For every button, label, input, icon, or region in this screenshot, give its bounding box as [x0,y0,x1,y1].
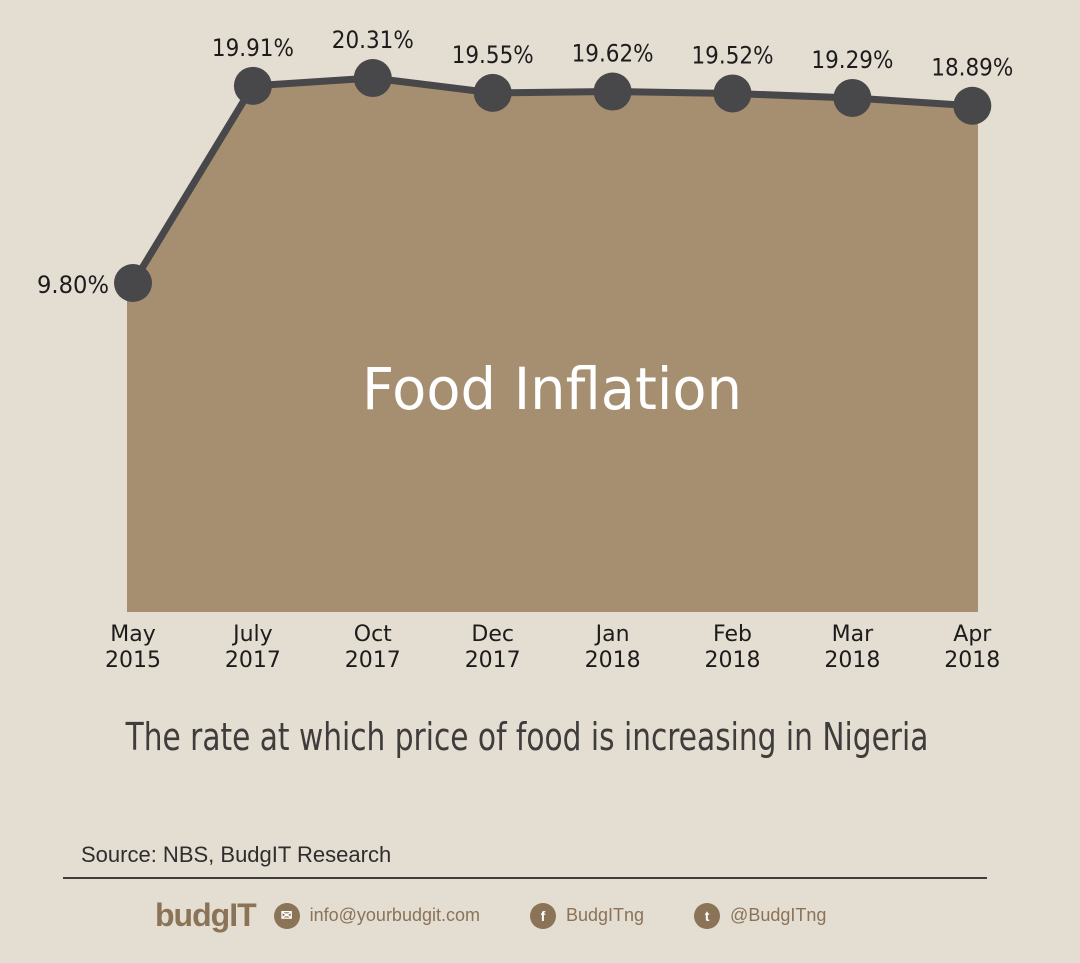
data-label: 19.55% [452,41,534,69]
food-inflation-chart: 9.80%May201519.91%July201720.31%Oct20171… [37,26,1013,673]
data-label: 9.80% [37,271,109,299]
facebook-link[interactable]: BudgITng [565,905,645,925]
data-label: 19.91% [212,34,294,62]
data-point [233,66,272,105]
x-tick-label: May [110,622,155,647]
x-tick-label: 2018 [705,648,761,673]
data-point [713,74,752,113]
x-tick-label: 2018 [585,648,641,673]
data-point [114,264,152,302]
data-point [593,72,632,111]
x-tick-label: Mar [832,622,874,647]
chart-subtitle: The rate at which price of food is incre… [125,715,929,759]
budgit-logo: budgIT [155,897,257,933]
facebook-icon: f [529,902,556,929]
data-label: 19.52% [692,41,774,69]
email-link[interactable]: info@yourbudgit.com [309,905,480,925]
data-point [953,86,992,125]
twitter-link[interactable]: @BudgITng [730,905,827,925]
x-tick-label: Oct [354,622,392,647]
source-note: Source: NBS, BudgIT Research [81,842,392,867]
divider [63,877,987,879]
x-tick-label: July [231,622,273,647]
area-fill [127,78,978,613]
twitter-icon: t [694,902,721,929]
series-line [130,74,973,285]
x-tick-label: Apr [953,622,992,647]
data-label: 20.31% [332,26,414,54]
x-tick-label: 2018 [944,648,1000,673]
data-point [833,78,872,117]
x-tick-label: 2017 [225,648,281,673]
data-label: 18.89% [931,54,1013,82]
x-tick-label: Jan [594,622,630,647]
data-label: 19.62% [572,40,654,68]
x-tick-label: 2017 [465,648,521,673]
x-tick-label: 2018 [824,648,880,673]
x-tick-label: Dec [471,622,514,647]
data-point [353,59,392,98]
footer: budgIT ✉ info@yourbudgit.com f BudgITng … [155,897,826,934]
email-icon: ✉ [273,902,300,929]
x-tick-label: 2015 [105,648,161,673]
x-tick-label: Feb [713,622,752,647]
chart-title: Food Inflation [362,355,742,423]
data-point [473,73,512,112]
x-tick-label: 2017 [345,648,401,673]
data-label: 19.29% [811,46,893,74]
